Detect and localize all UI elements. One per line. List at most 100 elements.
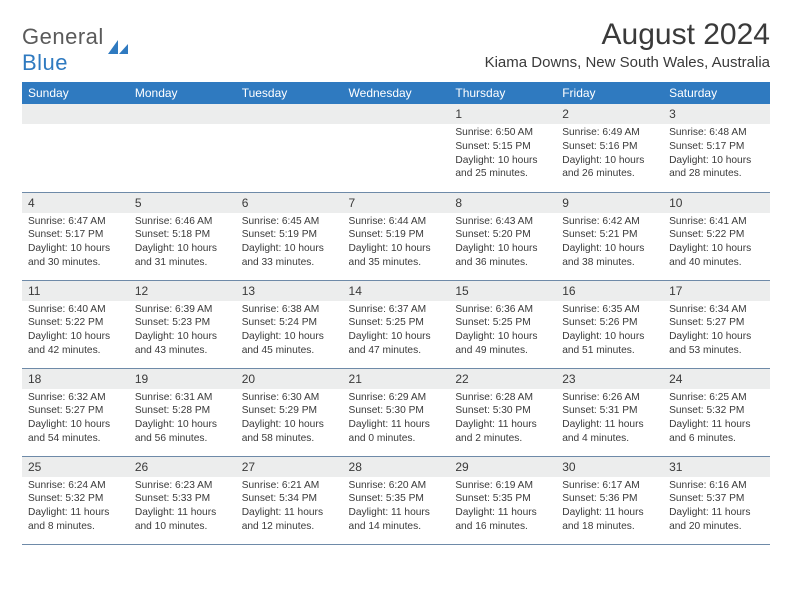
sunset-text: Sunset: 5:30 PM [455,404,550,418]
sunrise-text: Sunrise: 6:46 AM [135,215,230,229]
sunset-text: Sunset: 5:33 PM [135,492,230,506]
day-number: 19 [129,369,236,389]
calendar-cell: 26Sunrise: 6:23 AMSunset: 5:33 PMDayligh… [129,456,236,544]
sunset-text: Sunset: 5:17 PM [669,140,764,154]
sunset-text: Sunset: 5:25 PM [349,316,444,330]
daylight-text: Daylight: 11 hours and 4 minutes. [562,418,657,446]
page-subtitle: Kiama Downs, New South Wales, Australia [485,54,770,71]
weekday-header: Wednesday [343,82,450,104]
sunrise-text: Sunrise: 6:48 AM [669,126,764,140]
daylight-text: Daylight: 11 hours and 14 minutes. [349,506,444,534]
day-number: 30 [556,457,663,477]
calendar-page: General Blue August 2024 Kiama Downs, Ne… [0,0,792,545]
sunset-text: Sunset: 5:20 PM [455,228,550,242]
weekday-header-row: Sunday Monday Tuesday Wednesday Thursday… [22,82,770,104]
day-number: 18 [22,369,129,389]
day-details: Sunrise: 6:44 AMSunset: 5:19 PMDaylight:… [343,213,450,274]
logo-word1: General [22,24,104,49]
calendar-row: 1Sunrise: 6:50 AMSunset: 5:15 PMDaylight… [22,104,770,192]
day-details: Sunrise: 6:34 AMSunset: 5:27 PMDaylight:… [663,301,770,362]
day-number: 14 [343,281,450,301]
weekday-header: Saturday [663,82,770,104]
daylight-text: Daylight: 10 hours and 28 minutes. [669,154,764,182]
calendar-cell: 3Sunrise: 6:48 AMSunset: 5:17 PMDaylight… [663,104,770,192]
daylight-text: Daylight: 10 hours and 35 minutes. [349,242,444,270]
day-details: Sunrise: 6:24 AMSunset: 5:32 PMDaylight:… [22,477,129,538]
day-number: 5 [129,193,236,213]
day-details: Sunrise: 6:46 AMSunset: 5:18 PMDaylight:… [129,213,236,274]
day-details: Sunrise: 6:36 AMSunset: 5:25 PMDaylight:… [449,301,556,362]
sunrise-text: Sunrise: 6:37 AM [349,303,444,317]
sunset-text: Sunset: 5:19 PM [349,228,444,242]
sunset-text: Sunset: 5:16 PM [562,140,657,154]
day-details: Sunrise: 6:40 AMSunset: 5:22 PMDaylight:… [22,301,129,362]
sunset-text: Sunset: 5:18 PM [135,228,230,242]
sunrise-text: Sunrise: 6:38 AM [242,303,337,317]
calendar-cell [129,104,236,192]
sunset-text: Sunset: 5:22 PM [669,228,764,242]
calendar-cell [236,104,343,192]
day-number: 27 [236,457,343,477]
logo-sail-icon [106,38,130,56]
day-number: 4 [22,193,129,213]
sunset-text: Sunset: 5:29 PM [242,404,337,418]
day-details: Sunrise: 6:43 AMSunset: 5:20 PMDaylight:… [449,213,556,274]
calendar-cell: 31Sunrise: 6:16 AMSunset: 5:37 PMDayligh… [663,456,770,544]
day-details: Sunrise: 6:16 AMSunset: 5:37 PMDaylight:… [663,477,770,538]
daylight-text: Daylight: 10 hours and 58 minutes. [242,418,337,446]
sunrise-text: Sunrise: 6:34 AM [669,303,764,317]
day-number: 17 [663,281,770,301]
calendar-cell: 25Sunrise: 6:24 AMSunset: 5:32 PMDayligh… [22,456,129,544]
calendar-cell: 27Sunrise: 6:21 AMSunset: 5:34 PMDayligh… [236,456,343,544]
weekday-header: Sunday [22,82,129,104]
page-title: August 2024 [485,18,770,52]
day-details: Sunrise: 6:42 AMSunset: 5:21 PMDaylight:… [556,213,663,274]
daylight-text: Daylight: 11 hours and 12 minutes. [242,506,337,534]
calendar-row: 11Sunrise: 6:40 AMSunset: 5:22 PMDayligh… [22,280,770,368]
day-details: Sunrise: 6:29 AMSunset: 5:30 PMDaylight:… [343,389,450,450]
weekday-header: Friday [556,82,663,104]
calendar-cell: 14Sunrise: 6:37 AMSunset: 5:25 PMDayligh… [343,280,450,368]
sunrise-text: Sunrise: 6:23 AM [135,479,230,493]
day-details: Sunrise: 6:38 AMSunset: 5:24 PMDaylight:… [236,301,343,362]
day-number: 28 [343,457,450,477]
calendar-cell: 19Sunrise: 6:31 AMSunset: 5:28 PMDayligh… [129,368,236,456]
calendar-cell [343,104,450,192]
calendar-cell: 28Sunrise: 6:20 AMSunset: 5:35 PMDayligh… [343,456,450,544]
sunset-text: Sunset: 5:34 PM [242,492,337,506]
sunrise-text: Sunrise: 6:26 AM [562,391,657,405]
calendar-cell: 13Sunrise: 6:38 AMSunset: 5:24 PMDayligh… [236,280,343,368]
sunrise-text: Sunrise: 6:49 AM [562,126,657,140]
day-details: Sunrise: 6:30 AMSunset: 5:29 PMDaylight:… [236,389,343,450]
sunrise-text: Sunrise: 6:19 AM [455,479,550,493]
day-details: Sunrise: 6:26 AMSunset: 5:31 PMDaylight:… [556,389,663,450]
sunset-text: Sunset: 5:26 PM [562,316,657,330]
calendar-cell: 11Sunrise: 6:40 AMSunset: 5:22 PMDayligh… [22,280,129,368]
day-number: 12 [129,281,236,301]
sunset-text: Sunset: 5:25 PM [455,316,550,330]
day-details: Sunrise: 6:35 AMSunset: 5:26 PMDaylight:… [556,301,663,362]
sunset-text: Sunset: 5:21 PM [562,228,657,242]
title-block: August 2024 Kiama Downs, New South Wales… [485,18,770,71]
calendar-table: Sunday Monday Tuesday Wednesday Thursday… [22,82,770,545]
sunset-text: Sunset: 5:32 PM [28,492,123,506]
calendar-cell: 6Sunrise: 6:45 AMSunset: 5:19 PMDaylight… [236,192,343,280]
calendar-row: 18Sunrise: 6:32 AMSunset: 5:27 PMDayligh… [22,368,770,456]
daylight-text: Daylight: 10 hours and 26 minutes. [562,154,657,182]
calendar-body: 1Sunrise: 6:50 AMSunset: 5:15 PMDaylight… [22,104,770,544]
daylight-text: Daylight: 11 hours and 8 minutes. [28,506,123,534]
sunset-text: Sunset: 5:19 PM [242,228,337,242]
daylight-text: Daylight: 11 hours and 6 minutes. [669,418,764,446]
daylight-text: Daylight: 10 hours and 40 minutes. [669,242,764,270]
day-details: Sunrise: 6:25 AMSunset: 5:32 PMDaylight:… [663,389,770,450]
day-details: Sunrise: 6:17 AMSunset: 5:36 PMDaylight:… [556,477,663,538]
calendar-cell: 8Sunrise: 6:43 AMSunset: 5:20 PMDaylight… [449,192,556,280]
daylight-text: Daylight: 11 hours and 10 minutes. [135,506,230,534]
sunset-text: Sunset: 5:24 PM [242,316,337,330]
day-details: Sunrise: 6:32 AMSunset: 5:27 PMDaylight:… [22,389,129,450]
sunrise-text: Sunrise: 6:43 AM [455,215,550,229]
sunrise-text: Sunrise: 6:41 AM [669,215,764,229]
daylight-text: Daylight: 10 hours and 56 minutes. [135,418,230,446]
daylight-text: Daylight: 10 hours and 49 minutes. [455,330,550,358]
day-number: 6 [236,193,343,213]
